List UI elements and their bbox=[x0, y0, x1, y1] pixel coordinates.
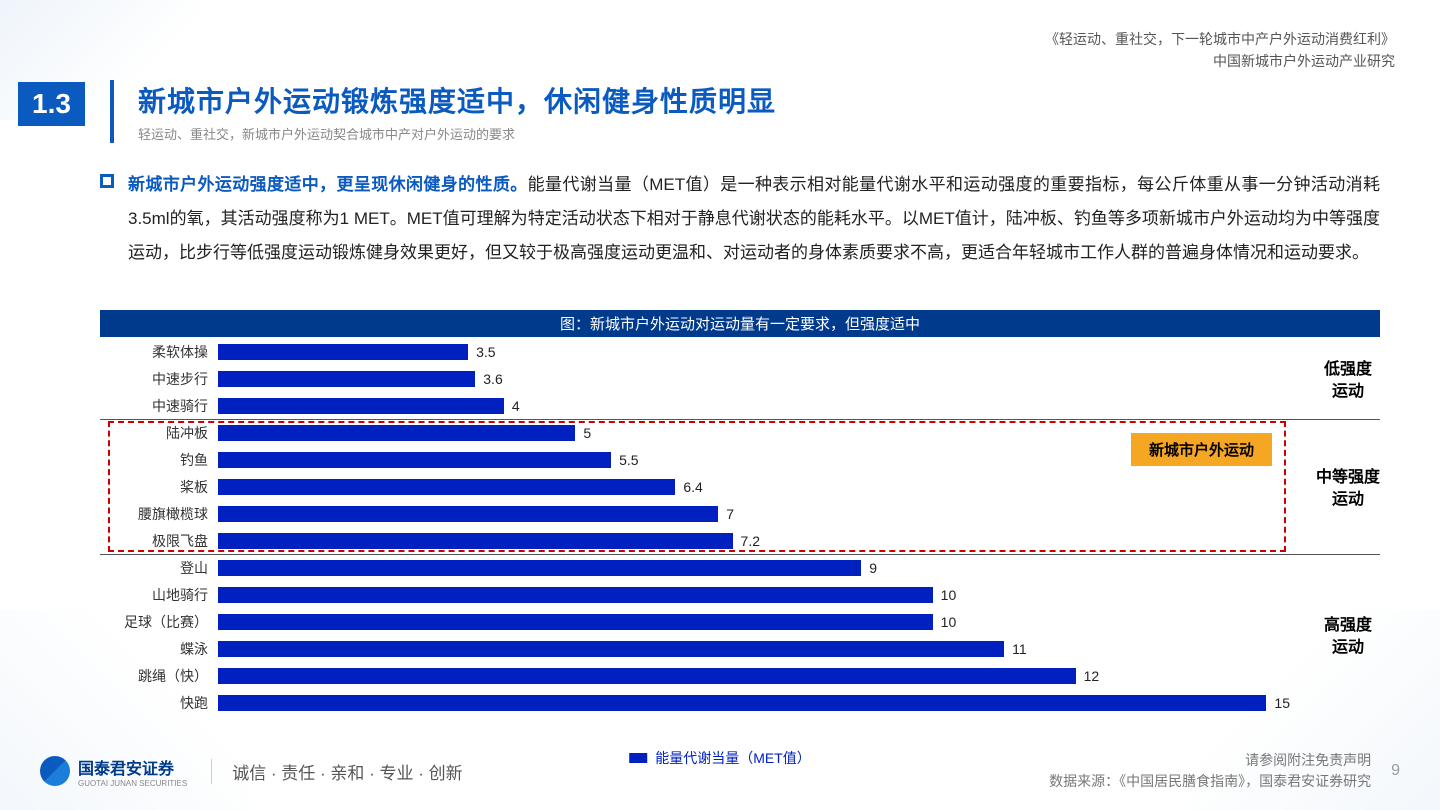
row-label: 腰旗橄榄球 bbox=[100, 504, 212, 524]
bar bbox=[218, 614, 933, 630]
bar bbox=[218, 533, 733, 549]
chart-row: 桨板 6.4 bbox=[100, 473, 1380, 500]
bar-value: 12 bbox=[1084, 668, 1100, 684]
bar bbox=[218, 371, 475, 387]
chart-row: 蝶泳 11 bbox=[100, 635, 1380, 662]
chart-area: 柔软体操 3.5 中速步行 3.6 中速骑行 4 陆冲板 5 钓鱼 5.5 桨板 6.4 腰旗橄榄球 7 极… bbox=[100, 338, 1380, 740]
bar bbox=[218, 479, 675, 495]
page-title: 新城市户外运动锻炼强度适中，休闲健身性质明显 bbox=[138, 80, 776, 120]
page-number: 9 bbox=[1391, 762, 1400, 780]
bar-cell: 7.2 bbox=[218, 533, 1380, 549]
footer-motto: 诚信 · 责任 · 亲和 · 专业 · 创新 bbox=[211, 759, 462, 784]
row-label: 极限飞盘 bbox=[100, 531, 212, 551]
bar bbox=[218, 506, 718, 522]
chart-row: 足球（比赛） 10 bbox=[100, 608, 1380, 635]
bar bbox=[218, 695, 1266, 711]
category-label: 低强度运动 bbox=[1308, 359, 1388, 404]
bar-cell: 11 bbox=[218, 641, 1380, 657]
group-divider bbox=[100, 419, 1380, 420]
logo-sub: GUOTAI JUNAN SECURITIES bbox=[78, 779, 187, 788]
chart-title: 图：新城市户外运动对运动量有一定要求，但强度适中 bbox=[100, 310, 1380, 337]
chart-row: 中速步行 3.6 bbox=[100, 365, 1380, 392]
bar bbox=[218, 425, 575, 441]
bar-cell: 6.4 bbox=[218, 479, 1380, 495]
row-label: 陆冲板 bbox=[100, 423, 212, 443]
footer-right: 请参阅附注免责声明 数据来源：《中国居民膳食指南》，国泰君安证券研究 bbox=[1049, 750, 1371, 792]
bar-value: 4 bbox=[512, 398, 520, 414]
bar-value: 6.4 bbox=[683, 479, 702, 495]
chart-row: 山地骑行 10 bbox=[100, 581, 1380, 608]
category-label: 中等强度运动 bbox=[1308, 467, 1388, 512]
header-line1: 《轻运动、重社交，下一轮城市中产户外运动消费红利》 bbox=[1045, 28, 1395, 50]
highlight-badge: 新城市户外运动 bbox=[1131, 433, 1272, 466]
bar bbox=[218, 560, 861, 576]
chart-row: 跳绳（快） 12 bbox=[100, 662, 1380, 689]
bar-cell: 12 bbox=[218, 668, 1380, 684]
body-text: 新城市户外运动强度适中，更呈现休闲健身的性质。能量代谢当量（MET值）是一种表示… bbox=[128, 168, 1380, 270]
row-label: 蝶泳 bbox=[100, 639, 212, 659]
bar bbox=[218, 344, 468, 360]
bar-value: 7.2 bbox=[741, 533, 760, 549]
bar-value: 9 bbox=[869, 560, 877, 576]
chart-row: 极限飞盘 7.2 bbox=[100, 527, 1380, 554]
row-label: 钓鱼 bbox=[100, 450, 212, 470]
logo-name: 国泰君安证券 bbox=[78, 755, 187, 779]
bar-value: 3.5 bbox=[476, 344, 495, 360]
header-line2: 中国新城市户外运动产业研究 bbox=[1045, 50, 1395, 72]
bar-value: 10 bbox=[941, 614, 957, 630]
row-label: 足球（比赛） bbox=[100, 612, 212, 632]
row-label: 中速步行 bbox=[100, 369, 212, 389]
row-label: 跳绳（快） bbox=[100, 666, 212, 686]
chart-row: 腰旗橄榄球 7 bbox=[100, 500, 1380, 527]
bar bbox=[218, 641, 1004, 657]
bar-value: 11 bbox=[1012, 641, 1027, 657]
bar-cell: 4 bbox=[218, 398, 1380, 414]
group-divider bbox=[100, 554, 1380, 555]
bar-cell: 10 bbox=[218, 614, 1380, 630]
bar-value: 3.6 bbox=[483, 371, 502, 387]
bar bbox=[218, 452, 611, 468]
row-label: 登山 bbox=[100, 558, 212, 578]
footer-source: 数据来源：《中国居民膳食指南》，国泰君安证券研究 bbox=[1049, 771, 1371, 792]
bar-cell: 15 bbox=[218, 695, 1380, 711]
bar-value: 7 bbox=[726, 506, 734, 522]
logo: 国泰君安证券 GUOTAI JUNAN SECURITIES bbox=[40, 755, 187, 788]
bar bbox=[218, 398, 504, 414]
bar bbox=[218, 668, 1076, 684]
bullet-icon bbox=[100, 174, 114, 188]
bar-cell: 3.6 bbox=[218, 371, 1380, 387]
title-block: 新城市户外运动锻炼强度适中，休闲健身性质明显 轻运动、重社交，新城市户外运动契合… bbox=[110, 80, 776, 143]
chart-row: 快跑 15 bbox=[100, 689, 1380, 716]
body-lead: 新城市户外运动强度适中，更呈现休闲健身的性质。 bbox=[128, 175, 528, 194]
bar-cell: 3.5 bbox=[218, 344, 1380, 360]
bar-value: 15 bbox=[1274, 695, 1290, 711]
body-paragraph: 新城市户外运动强度适中，更呈现休闲健身的性质。能量代谢当量（MET值）是一种表示… bbox=[100, 168, 1380, 270]
row-label: 中速骑行 bbox=[100, 396, 212, 416]
chart-row: 登山 9 bbox=[100, 554, 1380, 581]
section-number: 1.3 bbox=[18, 82, 85, 126]
bar-cell: 10 bbox=[218, 587, 1380, 603]
row-label: 桨板 bbox=[100, 477, 212, 497]
chart-row: 中速骑行 4 bbox=[100, 392, 1380, 419]
bar-cell: 9 bbox=[218, 560, 1380, 576]
category-label: 高强度运动 bbox=[1308, 615, 1388, 660]
footer-disclaimer: 请参阅附注免责声明 bbox=[1049, 750, 1371, 771]
footer: 国泰君安证券 GUOTAI JUNAN SECURITIES 诚信 · 责任 ·… bbox=[0, 750, 1440, 792]
page-subtitle: 轻运动、重社交，新城市户外运动契合城市中产对户外运动的要求 bbox=[138, 124, 776, 143]
bar bbox=[218, 587, 933, 603]
row-label: 快跑 bbox=[100, 693, 212, 713]
logo-icon bbox=[40, 756, 70, 786]
bar-cell: 7 bbox=[218, 506, 1380, 522]
bar-value: 5.5 bbox=[619, 452, 638, 468]
bar-value: 5 bbox=[583, 425, 591, 441]
row-label: 山地骑行 bbox=[100, 585, 212, 605]
row-label: 柔软体操 bbox=[100, 342, 212, 362]
header-meta: 《轻运动、重社交，下一轮城市中产户外运动消费红利》 中国新城市户外运动产业研究 bbox=[1045, 28, 1395, 73]
chart-row: 柔软体操 3.5 bbox=[100, 338, 1380, 365]
bar-value: 10 bbox=[941, 587, 957, 603]
